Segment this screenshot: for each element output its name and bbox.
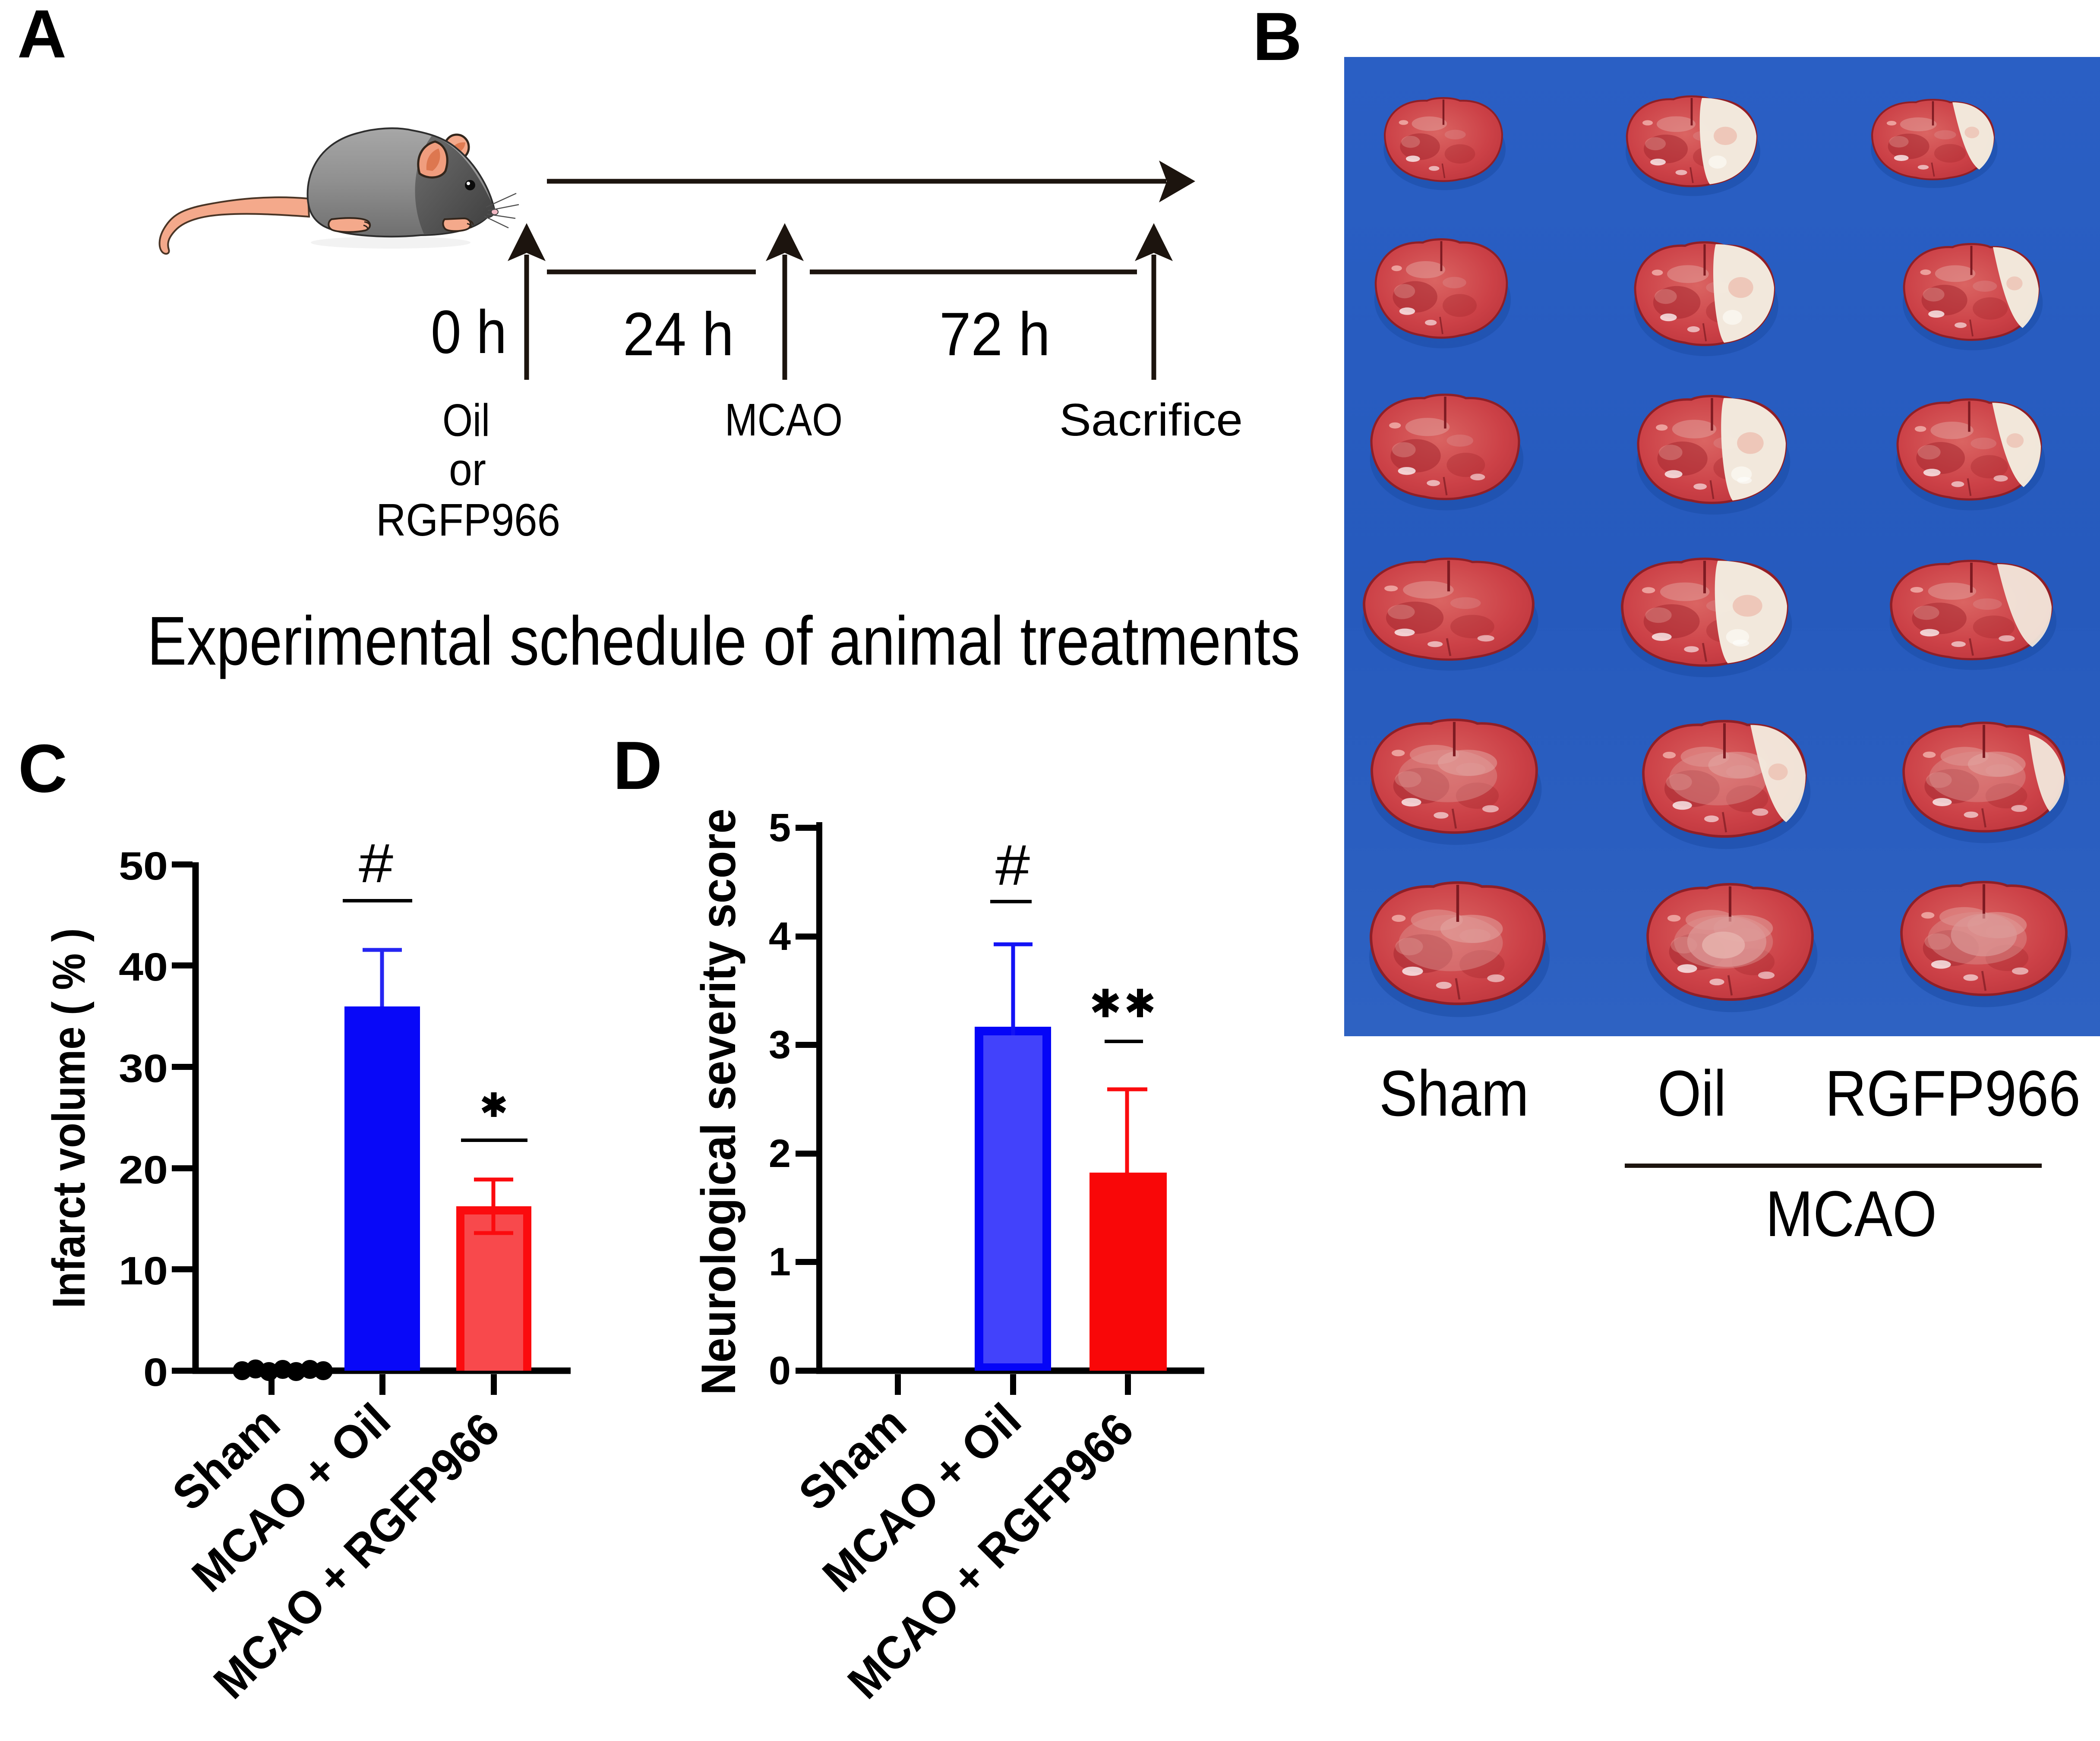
svg-text:0: 0 [143, 1350, 168, 1394]
svg-text:0 h: 0 h [431, 298, 507, 366]
svg-text:20: 20 [119, 1148, 168, 1192]
svg-text:10: 10 [119, 1249, 168, 1293]
svg-text:Oil: Oil [1658, 1057, 1726, 1129]
svg-text:2: 2 [769, 1132, 791, 1176]
svg-text:D: D [613, 728, 662, 804]
svg-text:1: 1 [769, 1240, 791, 1284]
svg-text:72 h: 72 h [939, 300, 1050, 369]
svg-text:#: # [995, 833, 1030, 897]
svg-text:0: 0 [769, 1349, 791, 1393]
svg-text:Oil: Oil [442, 395, 490, 446]
svg-text:MCAO: MCAO [725, 394, 843, 445]
svg-text:MCAO: MCAO [1765, 1177, 1937, 1250]
svg-text:24 h: 24 h [623, 300, 734, 369]
svg-text:RGFP966: RGFP966 [1825, 1057, 2081, 1129]
svg-text:A: A [17, 0, 66, 72]
svg-text:40: 40 [119, 945, 168, 989]
svg-text:Neurological severity score: Neurological severity score [692, 809, 745, 1395]
svg-text:Infarct volume ( % ): Infarct volume ( % ) [43, 928, 95, 1309]
svg-text:B: B [1253, 0, 1302, 75]
svg-text:Sacrifice: Sacrifice [1059, 394, 1243, 445]
svg-text:30: 30 [119, 1047, 168, 1091]
svg-text:4: 4 [769, 915, 791, 959]
svg-text:5: 5 [769, 806, 791, 850]
svg-text:or: or [449, 444, 486, 495]
svg-text:Sham: Sham [1379, 1057, 1529, 1129]
svg-text:Experimental schedule of anima: Experimental schedule of animal treatmen… [147, 602, 1300, 679]
svg-text:RGFP966: RGFP966 [376, 495, 560, 546]
svg-text:C: C [18, 731, 67, 807]
svg-text:#: # [359, 833, 393, 894]
svg-text:3: 3 [769, 1023, 791, 1067]
svg-text:50: 50 [119, 844, 168, 888]
